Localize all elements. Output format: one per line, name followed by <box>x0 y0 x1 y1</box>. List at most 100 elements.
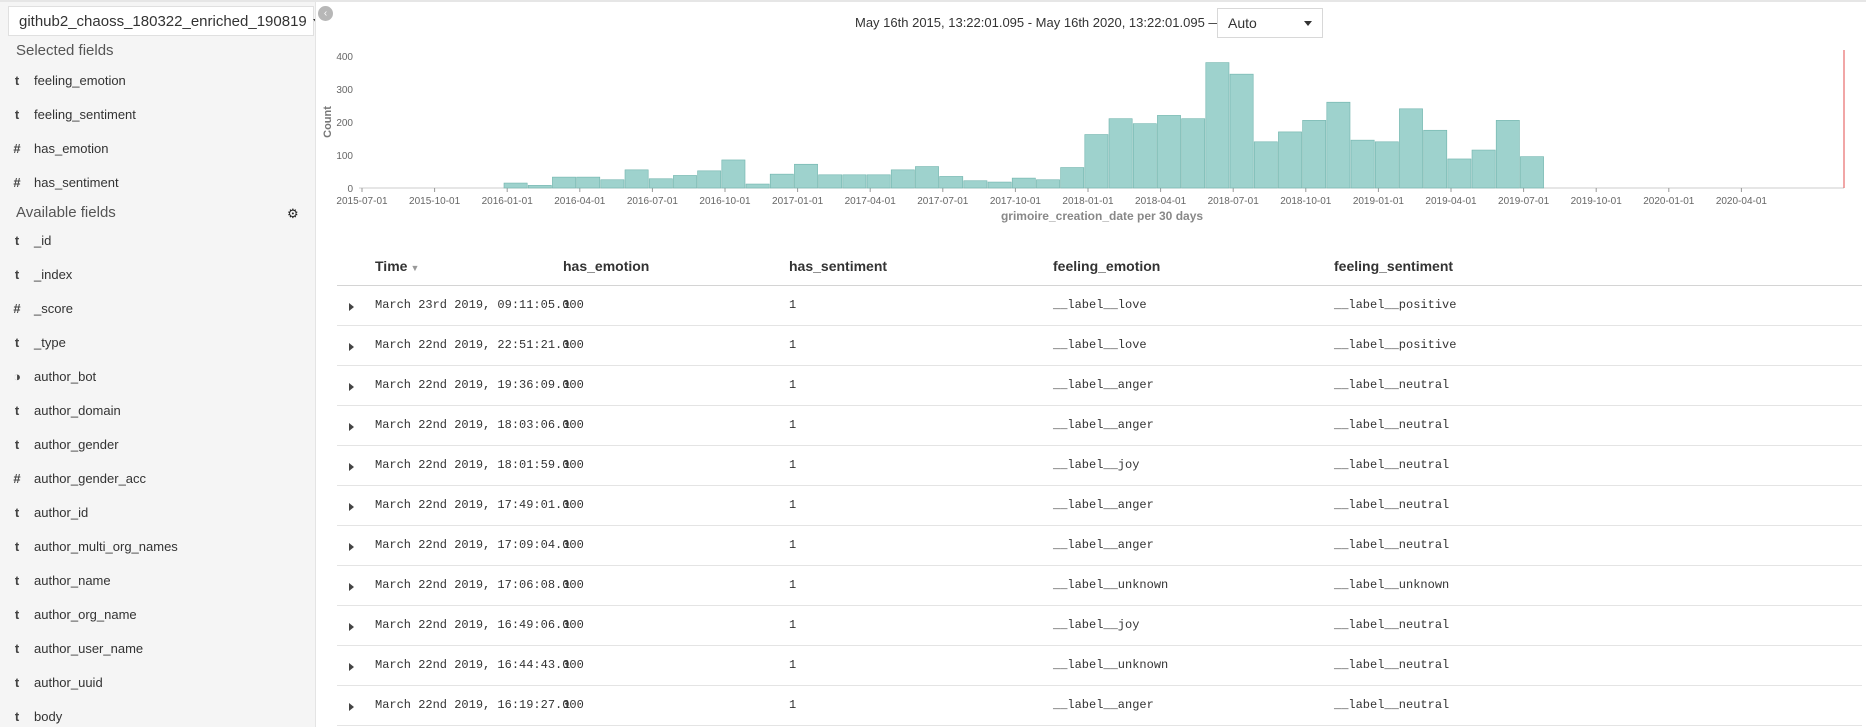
field-item[interactable]: t _index <box>0 260 315 288</box>
histogram-bar[interactable] <box>648 178 673 189</box>
field-item[interactable]: t author_multi_org_names <box>0 532 315 560</box>
histogram-bar[interactable] <box>1253 141 1278 189</box>
histogram-bar[interactable] <box>1326 101 1351 189</box>
field-item[interactable]: t author_domain <box>0 396 315 424</box>
histogram-bar[interactable] <box>745 183 770 189</box>
table-cell: 1 <box>789 458 797 472</box>
histogram-bar[interactable] <box>842 174 867 189</box>
histogram-bar[interactable] <box>1036 179 1060 189</box>
table-row[interactable]: March 23rd 2019, 09:11:05.000 1 1 __label__… <box>337 286 1862 326</box>
field-item[interactable]: # author_gender_acc <box>0 464 315 492</box>
expand-row-icon[interactable] <box>349 343 354 351</box>
field-name: feeling_emotion <box>34 72 126 88</box>
expand-row-icon[interactable] <box>349 303 354 311</box>
column-header-has-sentiment[interactable]: has_sentiment <box>789 258 888 274</box>
histogram-bar[interactable] <box>866 174 891 189</box>
field-name: feeling_sentiment <box>34 106 136 122</box>
field-item[interactable]: t _id <box>0 226 315 254</box>
interval-select[interactable]: Auto <box>1217 8 1323 38</box>
table-row[interactable]: March 22nd 2019, 18:03:06.000 1 1 __label__… <box>337 406 1862 446</box>
table-row[interactable]: March 22nd 2019, 22:51:21.000 1 1 __label__… <box>337 326 1862 366</box>
field-item[interactable]: ◑ author_bot <box>0 362 315 390</box>
field-item[interactable]: t author_name <box>0 566 315 594</box>
table-cell: __label__anger <box>1053 698 1154 712</box>
histogram-bar[interactable] <box>1374 141 1399 189</box>
histogram-bar[interactable] <box>1520 156 1544 189</box>
histogram-bar[interactable] <box>1011 177 1036 189</box>
histogram-bar[interactable] <box>890 169 915 189</box>
histogram-bar[interactable] <box>1132 123 1157 189</box>
gear-icon[interactable]: ⚙ <box>287 206 299 221</box>
histogram-bar[interactable] <box>1084 134 1109 189</box>
field-item[interactable]: t author_id <box>0 498 315 526</box>
histogram-bar[interactable] <box>600 179 625 189</box>
sort-icon[interactable]: ▼ <box>410 263 420 273</box>
expand-row-icon[interactable] <box>349 583 354 591</box>
table-row[interactable]: March 22nd 2019, 18:01:59.000 1 1 __label__… <box>337 446 1862 486</box>
field-item[interactable]: t author_user_name <box>0 634 315 662</box>
expand-row-icon[interactable] <box>349 623 354 631</box>
table-row[interactable]: March 22nd 2019, 16:49:06.000 1 1 __label__… <box>337 606 1862 646</box>
column-header-has-emotion[interactable]: has_emotion <box>563 258 650 274</box>
expand-row-icon[interactable] <box>349 463 354 471</box>
field-item[interactable]: t author_gender <box>0 430 315 458</box>
histogram-bar[interactable] <box>794 163 818 189</box>
histogram-bar[interactable] <box>769 173 794 189</box>
histogram-bar[interactable] <box>503 182 528 189</box>
histogram-bar[interactable] <box>1447 158 1472 189</box>
histogram-bar[interactable] <box>1471 149 1496 189</box>
histogram-bar[interactable] <box>1181 118 1206 189</box>
histogram-bar[interactable] <box>576 176 601 189</box>
histogram-bar[interactable] <box>987 181 1012 189</box>
histogram-bar[interactable] <box>1350 139 1375 189</box>
histogram-bar[interactable] <box>721 159 746 189</box>
column-header-feeling-emotion[interactable]: feeling_emotion <box>1053 258 1161 274</box>
field-item[interactable]: t author_uuid <box>0 668 315 696</box>
table-row[interactable]: March 22nd 2019, 19:36:09.000 1 1 __label__… <box>337 366 1862 406</box>
histogram-bar[interactable] <box>1423 129 1448 189</box>
histogram-bar[interactable] <box>527 185 552 189</box>
field-item[interactable]: t _type <box>0 328 315 356</box>
expand-row-icon[interactable] <box>349 663 354 671</box>
histogram-bar[interactable] <box>552 176 576 189</box>
histogram-bar[interactable] <box>1495 120 1520 189</box>
field-item[interactable]: # _score <box>0 294 315 322</box>
expand-row-icon[interactable] <box>349 383 354 391</box>
histogram-bar[interactable] <box>697 170 722 189</box>
histogram-bar[interactable] <box>818 174 843 189</box>
field-item[interactable]: t feeling_sentiment <box>0 100 315 128</box>
histogram-bar[interactable] <box>1302 120 1327 189</box>
table-row[interactable]: March 22nd 2019, 17:49:01.000 1 1 __label__… <box>337 486 1862 526</box>
histogram-bar[interactable] <box>1157 115 1181 189</box>
field-item[interactable]: # has_emotion <box>0 134 315 162</box>
histogram-bar[interactable] <box>939 176 964 189</box>
table-row[interactable]: March 22nd 2019, 16:44:43.000 1 1 __label__… <box>337 646 1862 686</box>
field-item[interactable]: t feeling_emotion <box>0 66 315 94</box>
field-item[interactable]: # has_sentiment <box>0 168 315 196</box>
column-header-feeling-sentiment[interactable]: feeling_sentiment <box>1334 258 1454 274</box>
histogram-bar[interactable] <box>1229 73 1254 189</box>
field-item[interactable]: t author_org_name <box>0 600 315 628</box>
expand-row-icon[interactable] <box>349 703 354 711</box>
histogram-bar[interactable] <box>1278 131 1302 189</box>
table-row[interactable]: March 22nd 2019, 17:09:04.000 1 1 __label__… <box>337 526 1862 566</box>
table-cell: 1 <box>563 498 571 512</box>
expand-row-icon[interactable] <box>349 543 354 551</box>
histogram-bar[interactable] <box>624 169 649 189</box>
index-pattern-select[interactable]: github2_chaoss_180322_enriched_190819 <box>8 6 315 36</box>
histogram-bar[interactable] <box>1060 167 1085 189</box>
histogram-bar[interactable] <box>963 180 988 189</box>
column-header-time[interactable]: Time ▼ <box>375 258 419 274</box>
histogram-bar[interactable] <box>1399 108 1423 189</box>
table-cell: 1 <box>563 298 571 312</box>
table-row[interactable]: March 22nd 2019, 17:06:08.000 1 1 __label__… <box>337 566 1862 606</box>
table-row[interactable]: March 22nd 2019, 16:19:27.000 1 1 __label__… <box>337 686 1862 726</box>
expand-row-icon[interactable] <box>349 503 354 511</box>
histogram-bar[interactable] <box>1108 118 1133 189</box>
histogram-bar[interactable] <box>1205 62 1230 189</box>
collapse-sidebar-icon[interactable]: ‹ <box>318 6 333 21</box>
histogram-bar[interactable] <box>673 175 697 189</box>
field-item[interactable]: t body <box>0 702 315 727</box>
histogram-bar[interactable] <box>915 166 939 189</box>
expand-row-icon[interactable] <box>349 423 354 431</box>
